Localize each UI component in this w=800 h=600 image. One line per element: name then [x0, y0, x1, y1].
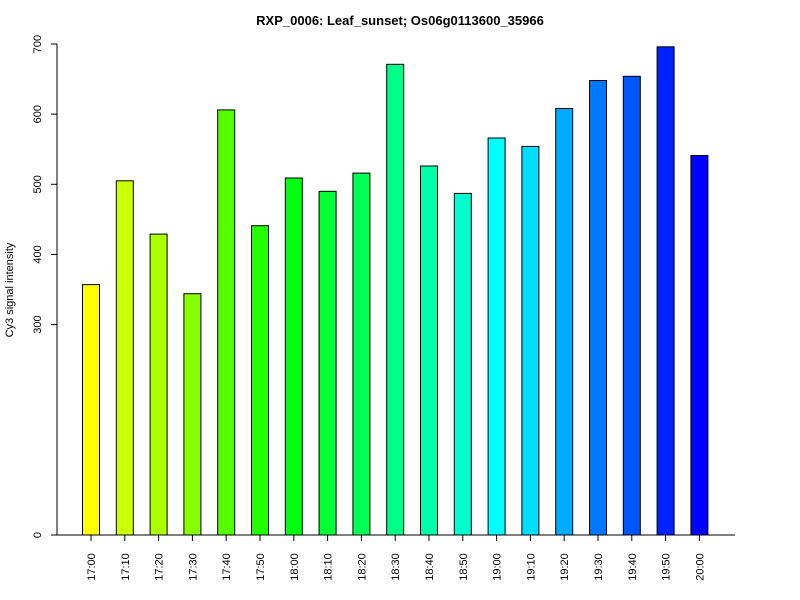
y-tick-label: 600: [32, 105, 44, 123]
x-tick-label: 18:00: [289, 553, 301, 581]
bar: [115, 180, 134, 536]
bar: [217, 109, 236, 536]
bar: [420, 165, 438, 536]
y-tick-label: 700: [32, 35, 44, 53]
x-tick-label: 18:40: [424, 553, 436, 581]
bar: [589, 80, 607, 536]
x-tick-label: 17:00: [86, 553, 98, 581]
bar: [690, 155, 709, 536]
x-tick-label: 17:50: [255, 553, 267, 581]
bar: [183, 293, 202, 536]
bar: [149, 233, 168, 536]
x-tick-label: 17:40: [221, 553, 233, 581]
x-tick-label: 17:10: [120, 553, 132, 581]
bar: [521, 145, 540, 536]
x-tick-label: 18:30: [390, 553, 402, 581]
x-tick-label: 19:40: [627, 553, 639, 581]
x-tick-label: 20:00: [694, 553, 706, 581]
x-tick-label: 18:50: [458, 553, 470, 581]
y-tick-label: 300: [32, 315, 44, 333]
x-tick-label: 17:30: [187, 553, 199, 581]
x-tick-label: 18:20: [356, 553, 368, 581]
bar: [487, 137, 506, 536]
x-tick-label: 19:30: [593, 553, 605, 581]
x-tick-label: 19:10: [525, 553, 537, 581]
x-tick-label: 19:50: [661, 553, 673, 581]
bar: [622, 75, 641, 536]
chart-title: RXP_0006: Leaf_sunset; Os06g0113600_3596…: [256, 13, 544, 28]
bar: [82, 284, 100, 536]
x-tick-label: 17:20: [154, 553, 166, 581]
y-tick-label: 400: [32, 245, 44, 263]
bar: [284, 177, 303, 536]
y-tick-label: 500: [32, 175, 44, 193]
bar: [352, 172, 371, 536]
bar: [453, 192, 472, 536]
bar: [656, 46, 675, 536]
bar: [555, 108, 574, 536]
x-tick-label: 19:20: [559, 553, 571, 581]
bar: [318, 190, 337, 536]
y-tick-label: 0: [32, 532, 44, 538]
x-tick-label: 18:10: [323, 553, 335, 581]
bar: [386, 63, 405, 536]
bar: [251, 225, 269, 536]
x-tick-label: 19:00: [492, 553, 504, 581]
